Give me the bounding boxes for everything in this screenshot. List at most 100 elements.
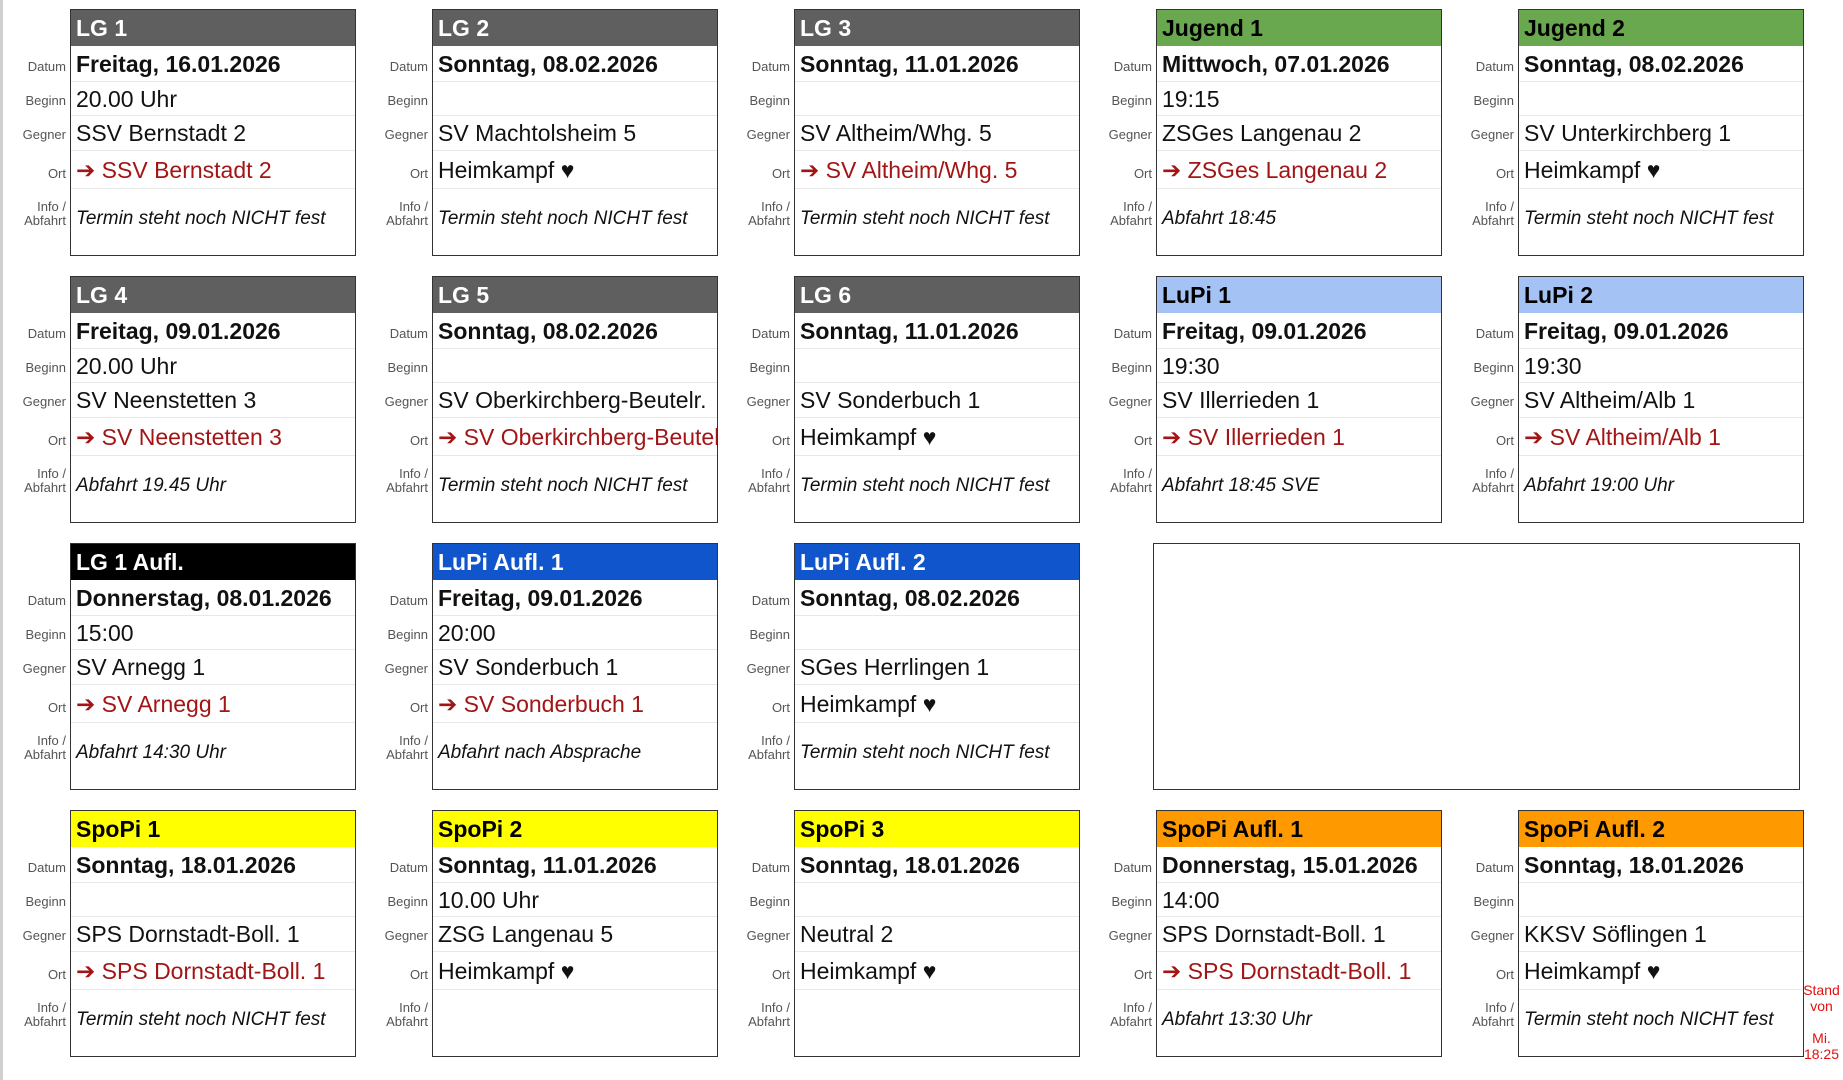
row-label-beginn: Beginn bbox=[25, 93, 66, 108]
home-location-field: Heimkampf ♥ bbox=[795, 951, 1079, 990]
row-label-info1: Info / bbox=[761, 733, 790, 748]
team-card[interactable]: LG 2 Sonntag, 08.02.2026 SV Machtolsheim 5… bbox=[432, 9, 718, 256]
row-label-ort: Ort bbox=[409, 700, 428, 715]
row-label-ort: Ort bbox=[771, 433, 790, 448]
row-label-gegner: Gegner bbox=[746, 928, 790, 943]
row-label-gegner: Gegner bbox=[384, 394, 428, 409]
team-card[interactable]: LG 1 Freitag, 16.01.2026 20.00 Uhr SSV Bern… bbox=[70, 9, 356, 256]
start-time-field bbox=[433, 348, 717, 383]
home-location-field: Heimkampf ♥ bbox=[1519, 951, 1803, 990]
row-label-info2: Abfahrt bbox=[1110, 213, 1152, 228]
team-card[interactable]: LG 5 Sonntag, 08.02.2026 SV Oberkirchberg-… bbox=[432, 276, 718, 523]
row-label-datum: Datum bbox=[27, 593, 66, 608]
team-card[interactable]: SpoPi Aufl. 1 Donnerstag, 15.01.2026 14:00… bbox=[1156, 810, 1442, 1057]
opponent-field: Neutral 2 bbox=[795, 916, 1079, 952]
home-location-field: Heimkampf ♥ bbox=[795, 684, 1079, 723]
row-label-ort: Ort bbox=[1133, 166, 1152, 181]
info-field: Termin steht noch NICHT fest bbox=[795, 722, 1079, 789]
row-label-datum: Datum bbox=[751, 59, 790, 74]
row-label-info1: Info / bbox=[1123, 466, 1152, 481]
row-label-gegner: Gegner bbox=[22, 661, 66, 676]
row-label-beginn: Beginn bbox=[1111, 894, 1152, 909]
team-card[interactable]: SpoPi 2 Sonntag, 11.01.2026 10.00 Uhr ZSG L… bbox=[432, 810, 718, 1057]
row-label-gegner: Gegner bbox=[1108, 394, 1152, 409]
row-label-beginn: Beginn bbox=[1473, 360, 1514, 375]
date-field: Sonntag, 08.02.2026 bbox=[1524, 51, 1744, 77]
row-label-datum: Datum bbox=[1113, 860, 1152, 875]
info-field: Abfahrt 18:45 SVE bbox=[1157, 455, 1441, 522]
team-card[interactable]: LG 4 Freitag, 09.01.2026 20.00 Uhr SV Neens… bbox=[70, 276, 356, 523]
date-field: Freitag, 16.01.2026 bbox=[76, 51, 281, 77]
start-time-field bbox=[1519, 81, 1803, 116]
team-slot: Datum Beginn Gegner Ort Info / Abfahrt LuPi 2 F… bbox=[1450, 276, 1806, 523]
stand-timestamp: Stand von Mi. 18:25 bbox=[1800, 982, 1843, 1062]
row-label-info1: Info / bbox=[37, 733, 66, 748]
team-card[interactable]: LuPi Aufl. 2 Sonntag, 08.02.2026 SGes Herr… bbox=[794, 543, 1080, 790]
stand-line: 18:25 bbox=[1803, 1046, 1840, 1062]
row-label-beginn: Beginn bbox=[387, 360, 428, 375]
opponent-field: ZSGes Langenau 2 bbox=[1157, 115, 1441, 151]
team-header: LuPi 1 bbox=[1157, 277, 1441, 313]
start-time-field bbox=[795, 882, 1079, 917]
team-card[interactable]: LuPi Aufl. 1 Freitag, 09.01.2026 20:00 SV S… bbox=[432, 543, 718, 790]
team-card[interactable]: LuPi 1 Freitag, 09.01.2026 19:30 SV Illerri… bbox=[1156, 276, 1442, 523]
date-field: Sonntag, 08.02.2026 bbox=[438, 51, 658, 77]
info-field: Termin steht noch NICHT fest bbox=[433, 455, 717, 522]
info-field: Abfahrt 19:00 Uhr bbox=[1519, 455, 1803, 522]
opponent-field: SV Neenstetten 3 bbox=[71, 382, 355, 418]
row-label-ort: Ort bbox=[1133, 967, 1152, 982]
opponent-field: SV Altheim/Whg. 5 bbox=[795, 115, 1079, 151]
row-label-beginn: Beginn bbox=[1473, 894, 1514, 909]
row-label-info1: Info / bbox=[399, 466, 428, 481]
team-slot: Datum Beginn Gegner Ort Info / Abfahrt LG 6 Son… bbox=[726, 276, 1082, 523]
row-label-info1: Info / bbox=[399, 199, 428, 214]
left-border bbox=[0, 0, 3, 1080]
team-header: SpoPi 2 bbox=[433, 811, 717, 847]
date-field: Sonntag, 18.01.2026 bbox=[1524, 852, 1744, 878]
team-card[interactable]: Jugend 1 Mittwoch, 07.01.2026 19:15 ZSGes L… bbox=[1156, 9, 1442, 256]
row-label-ort: Ort bbox=[47, 967, 66, 982]
row-label-beginn: Beginn bbox=[749, 894, 790, 909]
date-field: Sonntag, 11.01.2026 bbox=[438, 852, 657, 878]
row-label-info2: Abfahrt bbox=[24, 747, 66, 762]
away-location-field: ➔ SV Neenstetten 3 bbox=[71, 417, 355, 456]
row-label-ort: Ort bbox=[47, 433, 66, 448]
date-field: Donnerstag, 08.01.2026 bbox=[76, 585, 332, 611]
start-time-field bbox=[433, 81, 717, 116]
team-header: SpoPi 1 bbox=[71, 811, 355, 847]
team-card[interactable]: LG 3 Sonntag, 11.01.2026 SV Altheim/Whg. 5… bbox=[794, 9, 1080, 256]
row-label-beginn: Beginn bbox=[749, 93, 790, 108]
row-label-beginn: Beginn bbox=[1111, 360, 1152, 375]
date-field: Sonntag, 11.01.2026 bbox=[800, 318, 1019, 344]
info-field: Abfahrt 18:45 bbox=[1157, 188, 1441, 255]
team-slot: Datum Beginn Gegner Ort Info / Abfahrt LuPi 1 F… bbox=[1088, 276, 1444, 523]
row-label-ort: Ort bbox=[771, 967, 790, 982]
team-card[interactable]: Jugend 2 Sonntag, 08.02.2026 SV Unterkirch… bbox=[1518, 9, 1804, 256]
team-header: LG 1 Aufl. bbox=[71, 544, 355, 580]
team-card[interactable]: SpoPi 3 Sonntag, 18.01.2026 Neutral 2 Heimk… bbox=[794, 810, 1080, 1057]
row-label-datum: Datum bbox=[751, 860, 790, 875]
info-field bbox=[433, 989, 717, 1056]
start-time-field: 10.00 Uhr bbox=[433, 882, 717, 917]
team-card[interactable]: LuPi 2 Freitag, 09.01.2026 19:30 SV Altheim… bbox=[1518, 276, 1804, 523]
row-label-info1: Info / bbox=[761, 199, 790, 214]
team-card[interactable]: LG 1 Aufl. Donnerstag, 08.01.2026 15:00 SV … bbox=[70, 543, 356, 790]
row-label-info1: Info / bbox=[1123, 1000, 1152, 1015]
opponent-field: SSV Bernstadt 2 bbox=[71, 115, 355, 151]
team-header: LG 4 bbox=[71, 277, 355, 313]
info-field: Termin steht noch NICHT fest bbox=[795, 455, 1079, 522]
row-label-beginn: Beginn bbox=[387, 93, 428, 108]
home-location-field: Heimkampf ♥ bbox=[433, 951, 717, 990]
date-field: Sonntag, 18.01.2026 bbox=[76, 852, 296, 878]
team-header: LuPi 2 bbox=[1519, 277, 1803, 313]
row-label-datum: Datum bbox=[751, 326, 790, 341]
team-card[interactable]: SpoPi Aufl. 2 Sonntag, 18.01.2026 KKSV Söf… bbox=[1518, 810, 1804, 1057]
date-field: Mittwoch, 07.01.2026 bbox=[1162, 51, 1390, 77]
row-label-ort: Ort bbox=[771, 700, 790, 715]
row-label-beginn: Beginn bbox=[25, 627, 66, 642]
team-card[interactable]: LG 6 Sonntag, 11.01.2026 SV Sonderbuch 1 He… bbox=[794, 276, 1080, 523]
row-label-info2: Abfahrt bbox=[386, 480, 428, 495]
team-slot: Datum Beginn Gegner Ort Info / Abfahrt SpoPi A… bbox=[1450, 810, 1806, 1057]
team-card[interactable]: SpoPi 1 Sonntag, 18.01.2026 SPS Dornstadt-… bbox=[70, 810, 356, 1057]
row-label-beginn: Beginn bbox=[749, 360, 790, 375]
